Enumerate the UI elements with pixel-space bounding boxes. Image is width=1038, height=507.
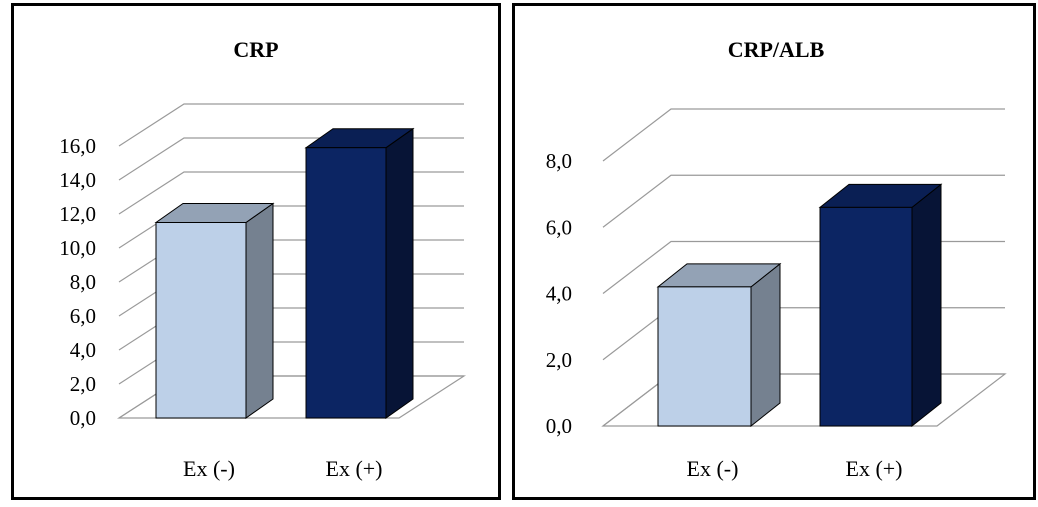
y-tick-label: 4,0	[70, 338, 96, 362]
y-tick-label: 0,0	[546, 414, 572, 438]
y-tick-label: 0,0	[70, 406, 96, 430]
bar	[818, 183, 943, 428]
y-tick-label: 2,0	[70, 372, 96, 396]
chart-title: CRP/ALB	[728, 37, 825, 62]
y-tick-label: 4,0	[546, 282, 572, 306]
chart-crp: 0,0 2,0 4,0 6,0 8,0 10,0 12,0 14,0 16,0 Ex (-) Ex…	[59, 37, 467, 481]
y-tick-label: 6,0	[70, 304, 96, 328]
x-category-label: Ex (+)	[846, 456, 903, 481]
bar	[304, 127, 415, 419]
y-tick-label: 12,0	[59, 202, 96, 226]
y-tick-label: 8,0	[70, 270, 96, 294]
x-category-label: Ex (-)	[183, 456, 235, 481]
gridline	[602, 174, 1005, 228]
y-tick-label: 10,0	[59, 236, 96, 260]
x-category-label: Ex (+)	[326, 456, 383, 481]
gridline	[118, 103, 464, 147]
chart-panel-crp: 0,0 2,0 4,0 6,0 8,0 10,0 12,0 14,0 16,0 Ex (-) Ex…	[11, 3, 501, 500]
gridline	[602, 108, 1005, 162]
y-tick-label: 6,0	[546, 215, 572, 239]
bar	[656, 262, 782, 428]
chart-crp-alb: 0,0 2,0 4,0 6,0 8,0 Ex (-) Ex (+) CRP/ALB	[546, 37, 1007, 481]
chart-title: CRP	[233, 37, 278, 62]
y-tick-label: 2,0	[546, 348, 572, 372]
y-tick-label: 8,0	[546, 149, 572, 173]
chart-panel-crp-alb: 0,0 2,0 4,0 6,0 8,0 Ex (-) Ex (+) CRP/ALB	[512, 3, 1036, 500]
y-tick-label: 14,0	[59, 168, 96, 192]
bar	[154, 202, 275, 419]
y-tick-label: 16,0	[59, 134, 96, 158]
x-category-label: Ex (-)	[687, 456, 739, 481]
